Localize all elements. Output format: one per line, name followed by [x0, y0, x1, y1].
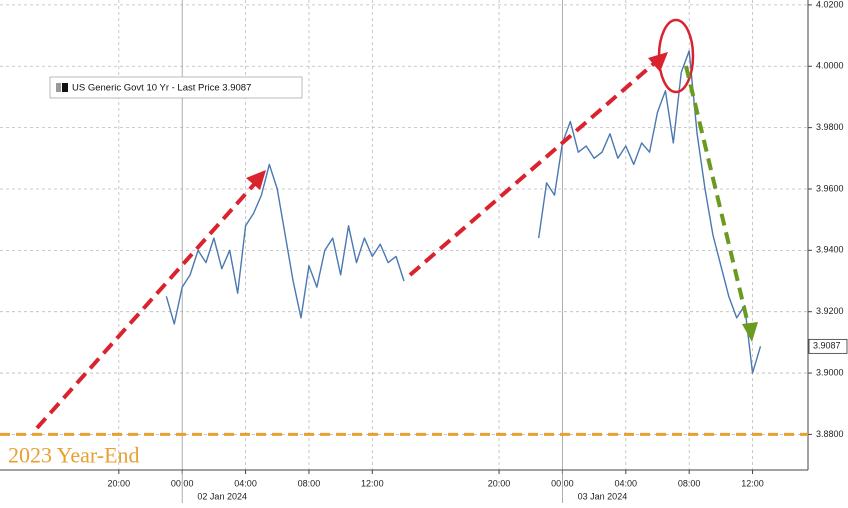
- y-tick-label: 3.9600: [816, 183, 844, 193]
- last-price-label: 3.9087: [813, 341, 841, 351]
- y-tick-label: 3.9400: [816, 245, 844, 255]
- y-tick-label: 3.8800: [816, 429, 844, 439]
- y-tick-label: 4.0200: [816, 0, 844, 9]
- price-line: [165, 50, 762, 374]
- day-label: 03 Jan 2024: [578, 491, 628, 501]
- x-tick-label: 08:00: [678, 478, 701, 488]
- x-tick-label: 12:00: [741, 478, 764, 488]
- x-tick-label: 20:00: [108, 478, 131, 488]
- x-tick-label: 20:00: [488, 478, 511, 488]
- arrow-head: [742, 322, 758, 342]
- y-tick-label: 4.0000: [816, 61, 844, 71]
- arrow-head: [246, 170, 266, 190]
- legend-swatch: [56, 83, 61, 92]
- highlight-ellipse: [657, 18, 695, 94]
- y-tick-label: 3.9000: [816, 367, 844, 377]
- legend-text: US Generic Govt 10 Yr - Last Price 3.908…: [72, 83, 251, 94]
- x-tick-label: 04:00: [234, 478, 257, 488]
- x-tick-label: 12:00: [361, 478, 384, 488]
- x-tick-label: 04:00: [615, 478, 638, 488]
- x-tick-label: 08:00: [298, 478, 321, 488]
- legend-box: [49, 76, 303, 99]
- day-label: 02 Jan 2024: [197, 491, 247, 501]
- red-arrow: [35, 178, 260, 430]
- last-price-tag: [808, 338, 848, 354]
- legend: US Generic Govt 10 Yr - Last Price 3.908…: [49, 76, 303, 99]
- green-arrow: [684, 65, 751, 329]
- annotations: [35, 18, 758, 430]
- y-tick-label: 3.9800: [816, 122, 844, 132]
- y-tick-label: 3.9200: [816, 306, 844, 316]
- legend-swatch: [62, 83, 68, 92]
- red-arrow: [408, 58, 660, 277]
- reference-label: 2023 Year-End: [8, 442, 140, 467]
- plot: 2023 Year-End: [0, 50, 808, 467]
